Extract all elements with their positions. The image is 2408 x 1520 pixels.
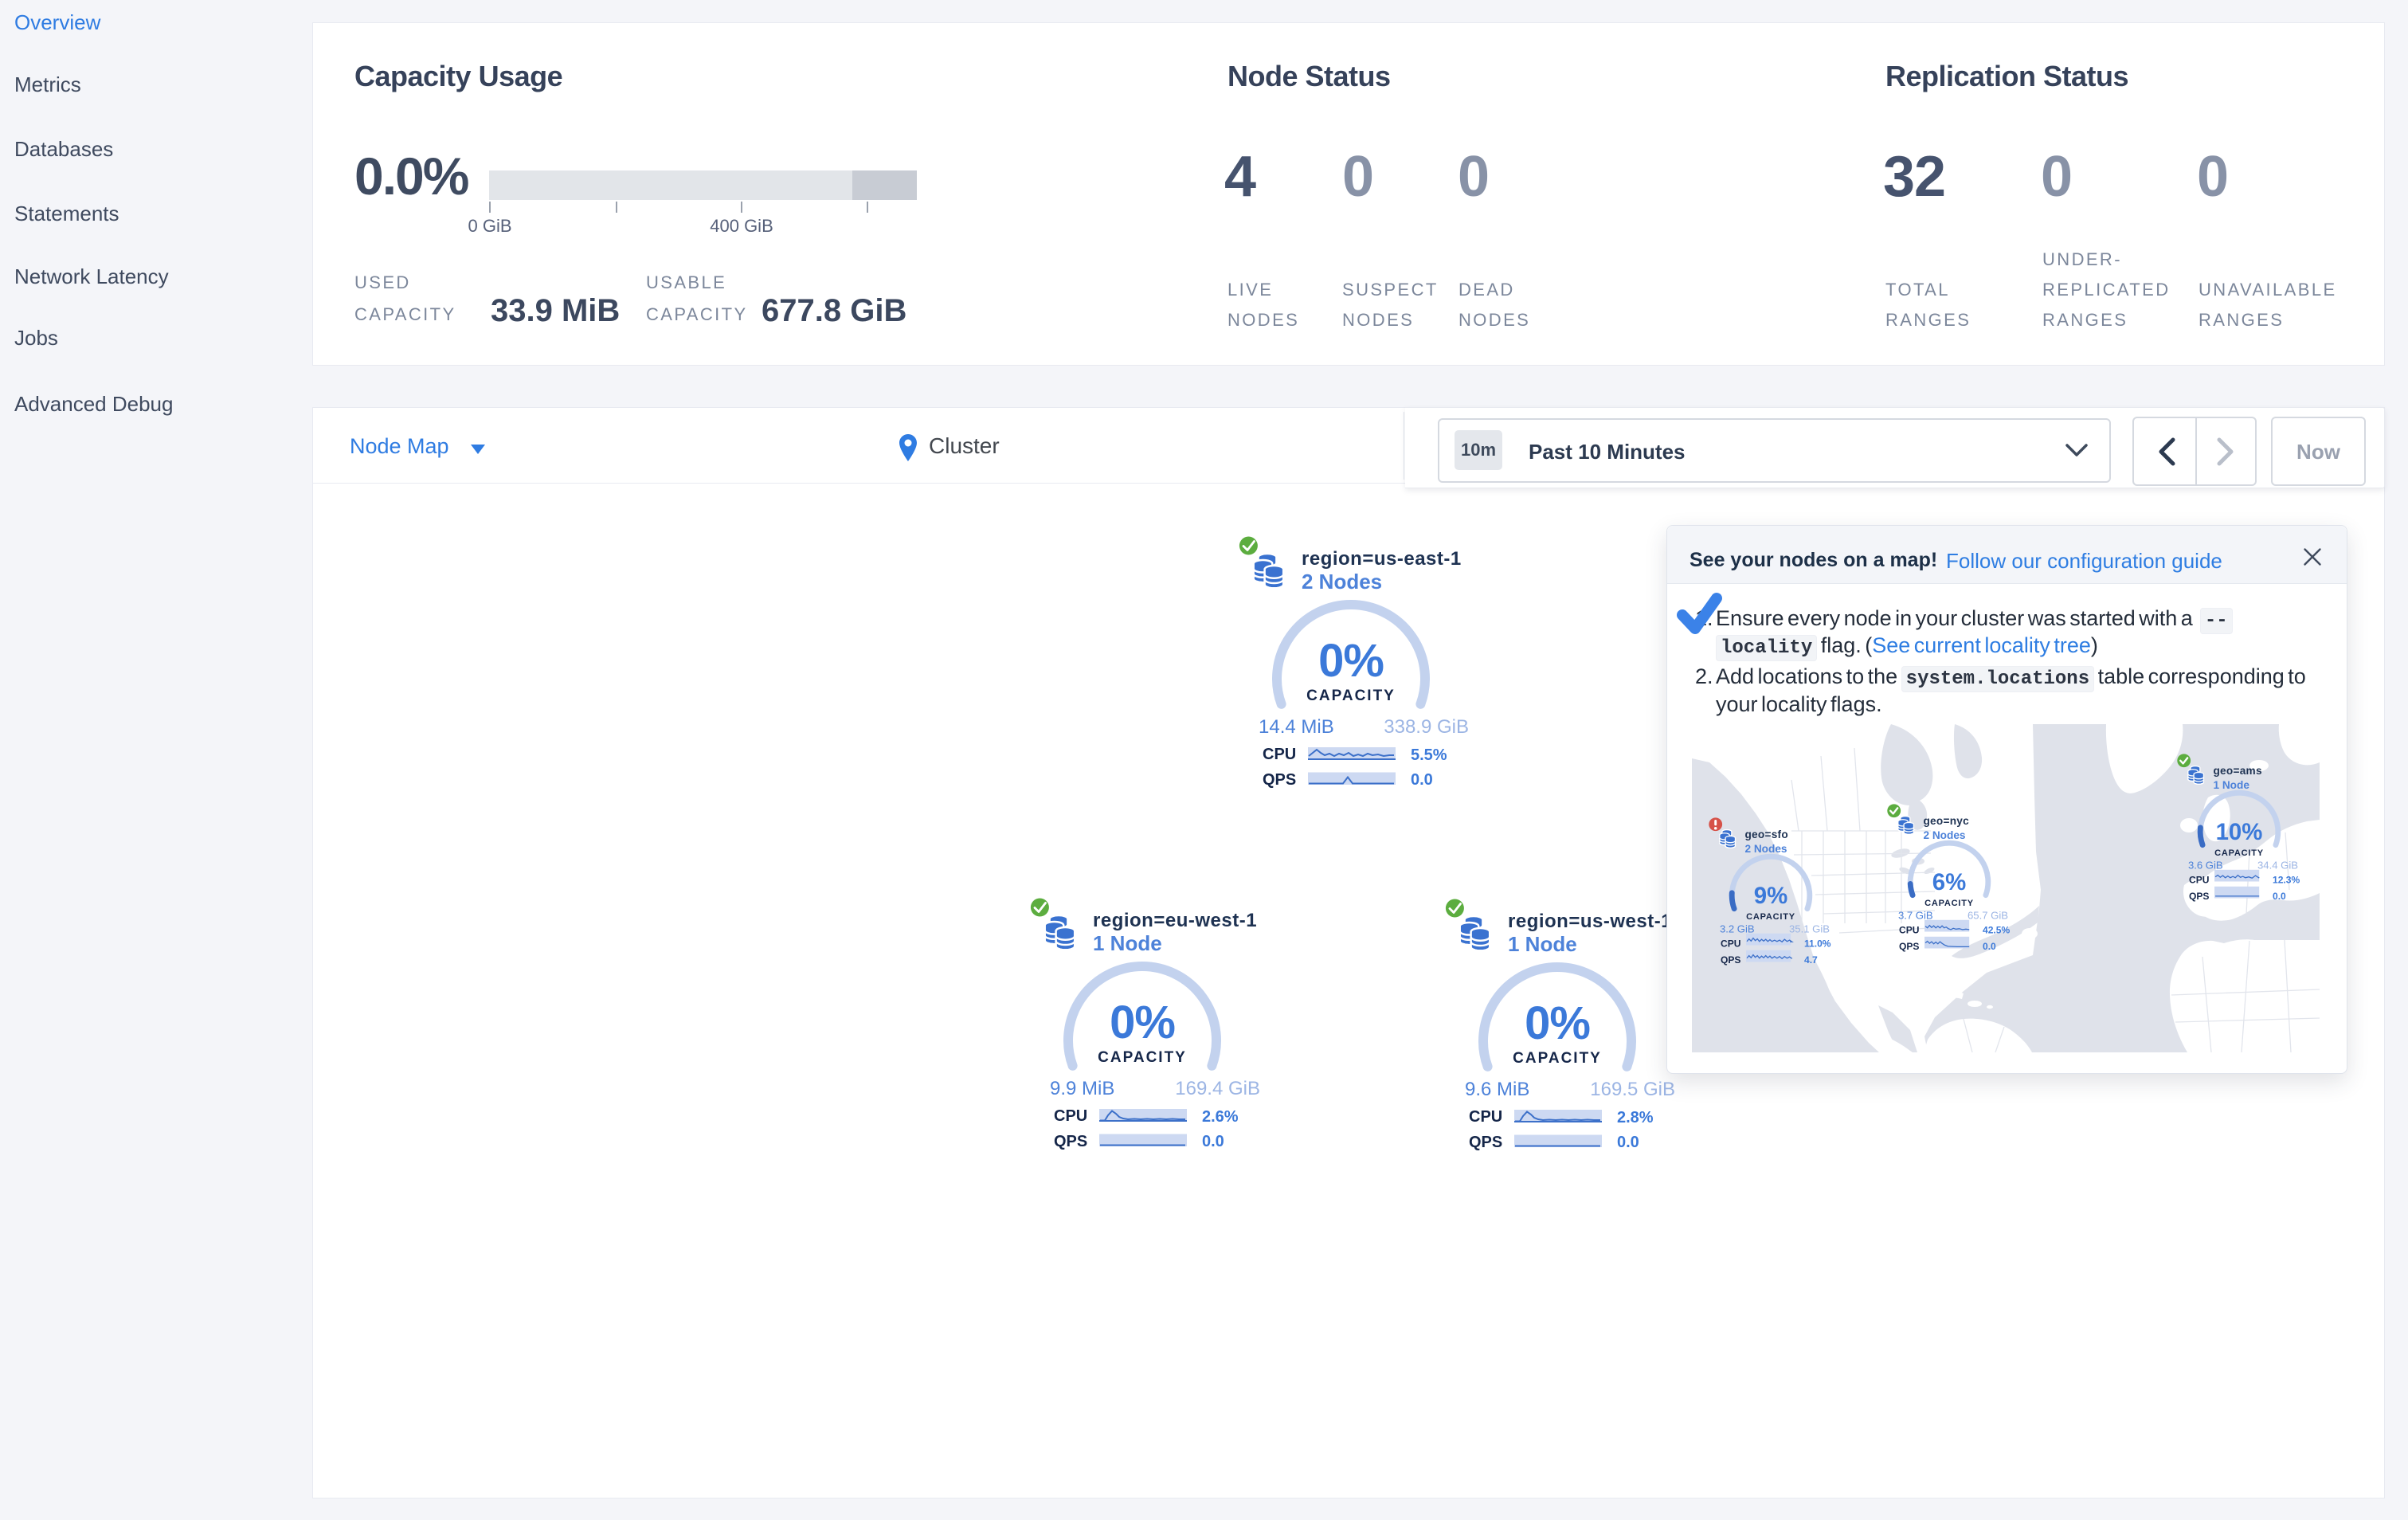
svg-text:5.5%: 5.5% [1411,746,1447,764]
svg-text:9.6 MiB: 9.6 MiB [1465,1079,1529,1100]
svg-text:0.0: 0.0 [1617,1134,1639,1151]
svg-text:1 Node: 1 Node [2213,779,2249,791]
svg-text:QPS: QPS [1054,1133,1087,1150]
svg-text:0.0: 0.0 [2273,891,2286,902]
svg-text:169.5 GiB: 169.5 GiB [1590,1079,1675,1100]
svg-text:QPS: QPS [1469,1134,1502,1151]
svg-text:QPS: QPS [1263,771,1296,789]
svg-text:3.7 GiB: 3.7 GiB [1898,910,1933,922]
svg-text:4.7: 4.7 [1804,954,1818,966]
svg-text:QPS: QPS [1721,954,1740,966]
svg-text:region=us-west-1: region=us-west-1 [1508,911,1672,932]
svg-text:1 Node: 1 Node [1508,932,1577,956]
svg-text:65.7 GiB: 65.7 GiB [1968,910,2008,922]
svg-text:geo=nyc: geo=nyc [1923,815,1969,827]
svg-text:2.6%: 2.6% [1202,1108,1239,1126]
svg-text:3.6 GiB: 3.6 GiB [2188,860,2223,872]
svg-text:region=us-east-1: region=us-east-1 [1302,548,1462,570]
svg-text:geo=ams: geo=ams [2213,765,2262,777]
svg-text:169.4 GiB: 169.4 GiB [1175,1078,1260,1099]
svg-text:34.4 GiB: 34.4 GiB [2257,860,2298,872]
svg-text:0.0: 0.0 [1983,941,1996,952]
svg-text:12.3%: 12.3% [2273,875,2300,886]
svg-text:1 Node: 1 Node [1093,931,1162,955]
svg-text:CAPACITY: CAPACITY [1306,688,1396,704]
svg-text:0%: 0% [1110,997,1175,1048]
svg-text:9%: 9% [1754,883,1787,909]
svg-text:CAPACITY: CAPACITY [1746,912,1795,922]
svg-text:2.8%: 2.8% [1617,1109,1654,1126]
svg-text:QPS: QPS [2189,891,2209,902]
svg-text:2 Nodes: 2 Nodes [1923,829,1965,841]
svg-text:338.9 GiB: 338.9 GiB [1384,716,1469,738]
svg-text:CPU: CPU [1469,1108,1502,1126]
svg-text:3.2 GiB: 3.2 GiB [1720,923,1755,935]
svg-text:CPU: CPU [1899,925,1919,936]
svg-text:0.0: 0.0 [1411,771,1433,789]
svg-text:35.1 GiB: 35.1 GiB [1789,923,1830,935]
svg-text:2 Nodes: 2 Nodes [1302,570,1382,594]
svg-text:14.4 MiB: 14.4 MiB [1259,716,1334,738]
svg-text:6%: 6% [1932,869,1966,895]
svg-text:CAPACITY: CAPACITY [2214,848,2264,858]
svg-text:QPS: QPS [1899,941,1919,952]
svg-text:CPU: CPU [2189,875,2209,886]
svg-text:region=eu-west-1: region=eu-west-1 [1093,910,1257,931]
svg-text:2 Nodes: 2 Nodes [1744,843,1787,855]
svg-text:0.0: 0.0 [1202,1133,1224,1150]
svg-text:CPU: CPU [1721,938,1740,950]
svg-text:9.9 MiB: 9.9 MiB [1050,1078,1114,1099]
svg-text:42.5%: 42.5% [1983,925,2010,936]
svg-text:CAPACITY: CAPACITY [1513,1050,1602,1067]
svg-text:CAPACITY: CAPACITY [1924,899,1974,908]
svg-text:geo=sfo: geo=sfo [1744,829,1788,840]
svg-text:CPU: CPU [1054,1107,1087,1125]
svg-text:CAPACITY: CAPACITY [1098,1049,1187,1066]
svg-text:11.0%: 11.0% [1804,938,1831,950]
svg-text:0%: 0% [1318,635,1384,687]
svg-text:CPU: CPU [1263,746,1296,763]
svg-text:0%: 0% [1525,997,1590,1049]
svg-text:10%: 10% [2216,819,2263,845]
